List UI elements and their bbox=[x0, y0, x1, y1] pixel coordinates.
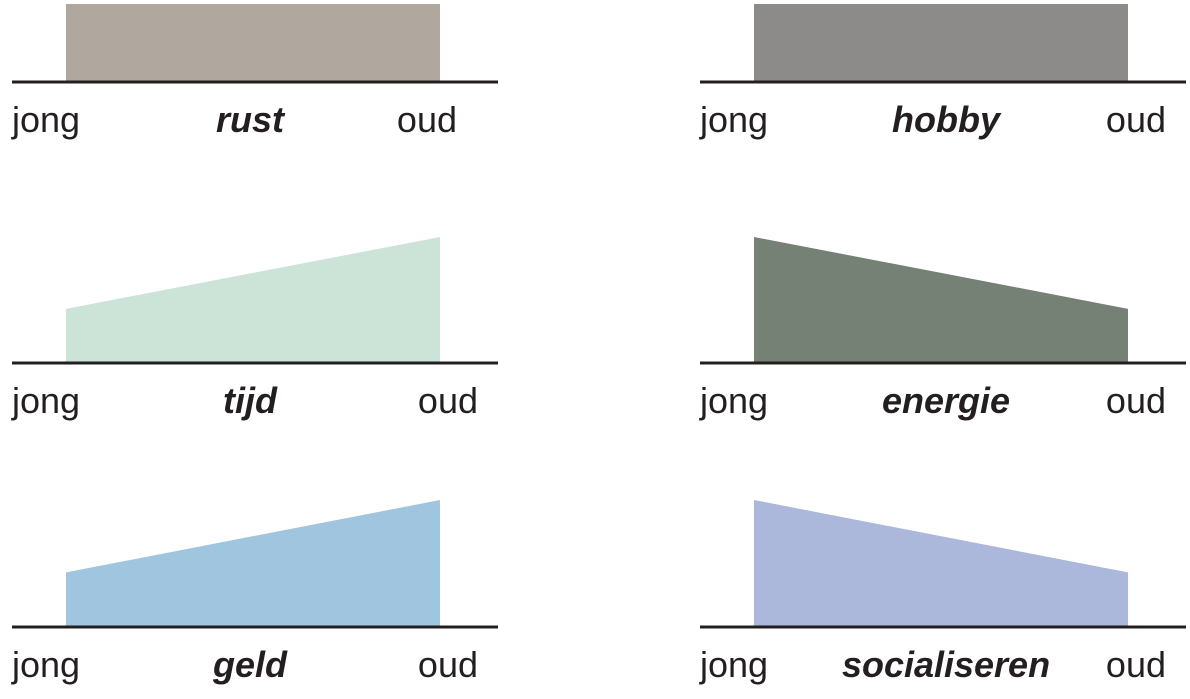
chart-panel-hobby: jong hobby oud bbox=[699, 4, 1186, 140]
chart-panel-geld: jong geld oud bbox=[11, 500, 498, 685]
chart-panel-tijd: jong tijd oud bbox=[11, 237, 498, 421]
chart-title: hobby bbox=[892, 99, 1002, 140]
x-tick-label-jong: jong bbox=[11, 644, 80, 685]
x-tick-label-oud: oud bbox=[1106, 99, 1166, 140]
x-tick-label-oud: oud bbox=[418, 644, 478, 685]
x-tick-label-jong: jong bbox=[11, 99, 80, 140]
area-tijd bbox=[66, 237, 440, 363]
area-rust bbox=[66, 4, 440, 82]
chart-title: geld bbox=[212, 644, 288, 685]
area-geld bbox=[66, 500, 440, 627]
x-tick-label-oud: oud bbox=[397, 99, 457, 140]
x-tick-label-jong: jong bbox=[11, 380, 80, 421]
chart-panel-energie: jong energie oud bbox=[699, 237, 1186, 421]
x-tick-label-jong: jong bbox=[699, 644, 768, 685]
chart-title: energie bbox=[882, 380, 1010, 421]
x-tick-label-jong: jong bbox=[699, 380, 768, 421]
x-tick-label-jong: jong bbox=[699, 99, 768, 140]
area-hobby bbox=[754, 4, 1128, 82]
area-socialiseren bbox=[754, 500, 1128, 627]
x-tick-label-oud: oud bbox=[418, 380, 478, 421]
chart-title: rust bbox=[216, 99, 286, 140]
x-tick-label-oud: oud bbox=[1106, 644, 1166, 685]
x-tick-label-oud: oud bbox=[1106, 380, 1166, 421]
chart-title: tijd bbox=[223, 380, 278, 421]
chart-panel-rust: jong rust oud bbox=[11, 4, 498, 140]
area-energie bbox=[754, 237, 1128, 363]
chart-panel-socialiseren: jong socialiseren oud bbox=[699, 500, 1186, 685]
chart-title: socialiseren bbox=[842, 644, 1050, 685]
